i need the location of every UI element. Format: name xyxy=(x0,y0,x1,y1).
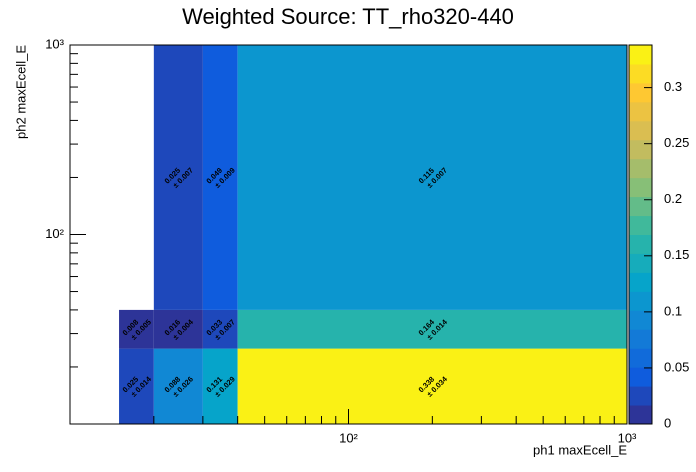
palette-band xyxy=(629,196,652,217)
z-tick-label: 0.2 xyxy=(664,191,682,206)
heatmap-cell xyxy=(202,348,238,424)
palette-band xyxy=(629,367,652,387)
palette-band xyxy=(629,386,652,406)
palette-band xyxy=(629,348,652,368)
palette-band xyxy=(629,405,652,425)
z-tick-label: 0 xyxy=(664,415,671,430)
palette-band xyxy=(629,234,652,254)
heatmap-cell xyxy=(202,45,238,310)
palette-band xyxy=(629,253,652,273)
palette-band xyxy=(629,177,652,198)
heatmap-cell xyxy=(237,45,627,310)
y-tick-label: 10² xyxy=(45,226,64,241)
palette-band xyxy=(629,291,652,311)
palette-band xyxy=(629,101,652,122)
heatmap-cell xyxy=(119,348,154,424)
heatmap-cell xyxy=(237,348,627,424)
palette-band xyxy=(629,310,652,330)
heatmap-cell xyxy=(153,45,203,310)
heatmap-cell xyxy=(153,309,203,349)
x-tick-label: 10³ xyxy=(618,430,637,445)
palette-band xyxy=(629,139,652,160)
z-tick-label: 0.1 xyxy=(664,303,682,318)
heatmap-cell xyxy=(202,309,238,349)
z-tick-label: 0.3 xyxy=(664,79,682,94)
palette-band xyxy=(629,272,652,292)
z-tick-label: 0.05 xyxy=(664,359,689,374)
x-axis-label: ph1 maxEcell_E xyxy=(533,442,627,457)
heatmap-cell xyxy=(119,309,154,349)
palette-band xyxy=(629,63,652,84)
y-axis-label: ph2 maxEcell_E xyxy=(13,45,28,139)
palette-band xyxy=(629,120,652,141)
chart-title: Weighted Source: TT_rho320-440 xyxy=(182,4,514,29)
palette-band xyxy=(629,158,652,179)
palette-band xyxy=(629,329,652,349)
heatmap-cell xyxy=(237,309,627,349)
z-tick-label: 0.15 xyxy=(664,247,689,262)
heatmap-cell xyxy=(153,348,203,424)
palette-band xyxy=(629,82,652,103)
x-tick-label: 10² xyxy=(339,430,358,445)
palette-band xyxy=(629,45,652,65)
y-tick-label: 10³ xyxy=(45,36,64,51)
palette-band xyxy=(629,215,652,235)
z-tick-label: 0.25 xyxy=(664,135,689,150)
palette-frame xyxy=(628,44,653,425)
